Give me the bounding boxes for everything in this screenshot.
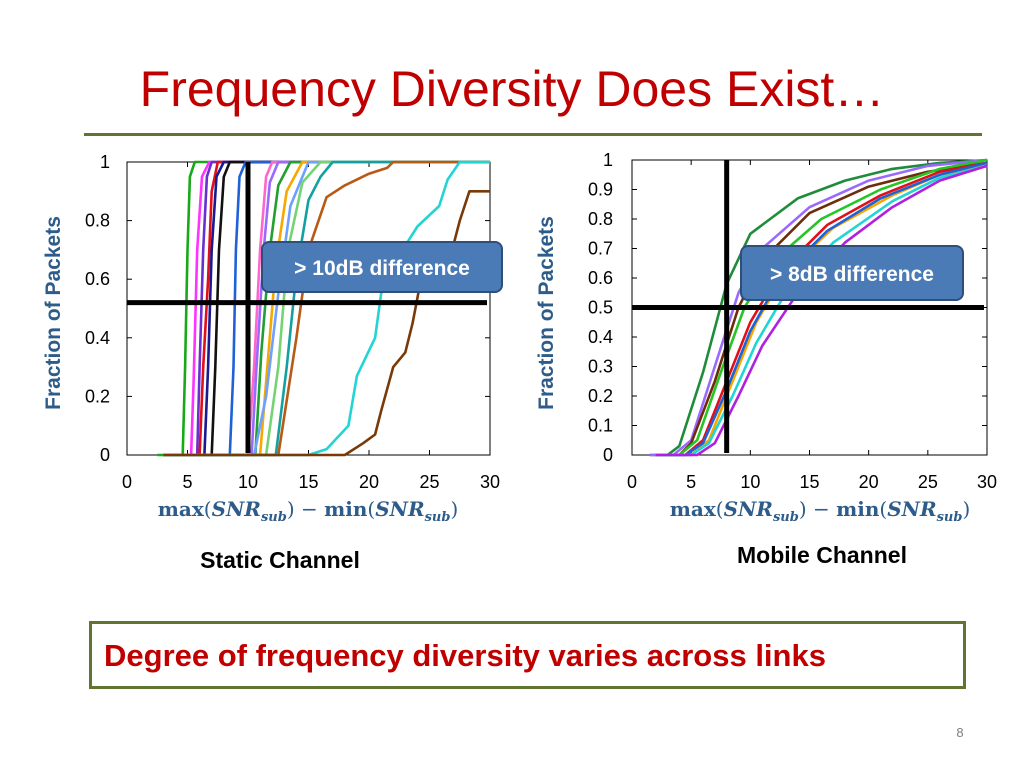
y-tick-label: 1 [100,152,110,172]
static-channel-caption: Static Channel [200,547,360,573]
series-line [655,161,988,457]
x-tick-label: 30 [480,472,500,492]
difference-callout [740,245,964,301]
x-tick-label: 20 [359,472,379,492]
y-tick-label: 0.2 [588,386,613,406]
static-channel-chart: 0 5 10 15 20 25 30 0 0.2 0.4 0.6 0.8 1 > 10dB differe… [42,152,503,525]
y-tick-label: 1 [603,150,613,170]
y-tick-label: 0.6 [588,268,613,288]
y-tick-label: 0.8 [85,211,110,231]
y-tick-label: 0.5 [588,298,613,318]
mobile-channel-chart: 0 5 10 15 20 25 30 0 0.1 0.2 0.3 0.4 0.5 0.6 0.7 0.8 0.9… [535,150,997,525]
difference-callout-text: > 10dB difference [294,257,470,280]
x-tick-label: 25 [419,472,439,492]
x-tick-label: 10 [238,472,258,492]
title-divider [84,133,982,136]
y-tick-label: 0.1 [588,416,613,436]
series-line [163,160,490,457]
x-tick-label: 20 [859,472,879,492]
conclusion-box: Degree of frequency diversity varies acr… [89,621,966,689]
x-tick-label: 0 [627,472,637,492]
page-number: 8 [956,725,964,740]
x-tick-label: 15 [298,472,318,492]
x-tick-label: 5 [182,472,192,492]
x-tick-label: 10 [740,472,760,492]
y-axis-label: Fraction of Packets [42,216,65,410]
mobile-channel-caption: Mobile Channel [737,542,907,568]
x-tick-label: 25 [918,472,938,492]
y-tick-label: 0.2 [85,386,110,406]
y-axis-label: Fraction of Packets [535,216,558,410]
x-tick-label: 5 [686,472,696,492]
series-line [649,158,988,457]
x-tick-label: 15 [799,472,819,492]
y-tick-label: 0.4 [85,328,110,348]
series-line [163,190,490,457]
series-line [655,164,988,457]
y-tick-label: 0 [603,445,613,465]
difference-callout [261,241,503,293]
series-line [163,160,490,457]
series-line [163,160,490,457]
y-tick-label: 0.7 [588,239,613,259]
slide-title: Frequency Diversity Does Exist… [139,61,885,117]
y-tick-label: 0.4 [588,327,613,347]
y-tick-label: 0.6 [85,269,110,289]
x-axis-label: max(SNRsub) − min(SNRsub) [670,497,971,525]
conclusion-text: Degree of frequency diversity varies acr… [104,638,826,673]
x-tick-label: 0 [122,472,132,492]
x-tick-label: 30 [977,472,997,492]
y-tick-label: 0.3 [588,357,613,377]
series-line [655,164,988,457]
difference-callout-text: > 8dB difference [770,263,934,286]
y-tick-label: 0 [100,445,110,465]
x-axis-label: max(SNRsub) − min(SNRsub) [158,497,459,525]
y-tick-label: 0.9 [588,180,613,200]
y-tick-label: 0.8 [588,209,613,229]
series-line [655,164,988,457]
